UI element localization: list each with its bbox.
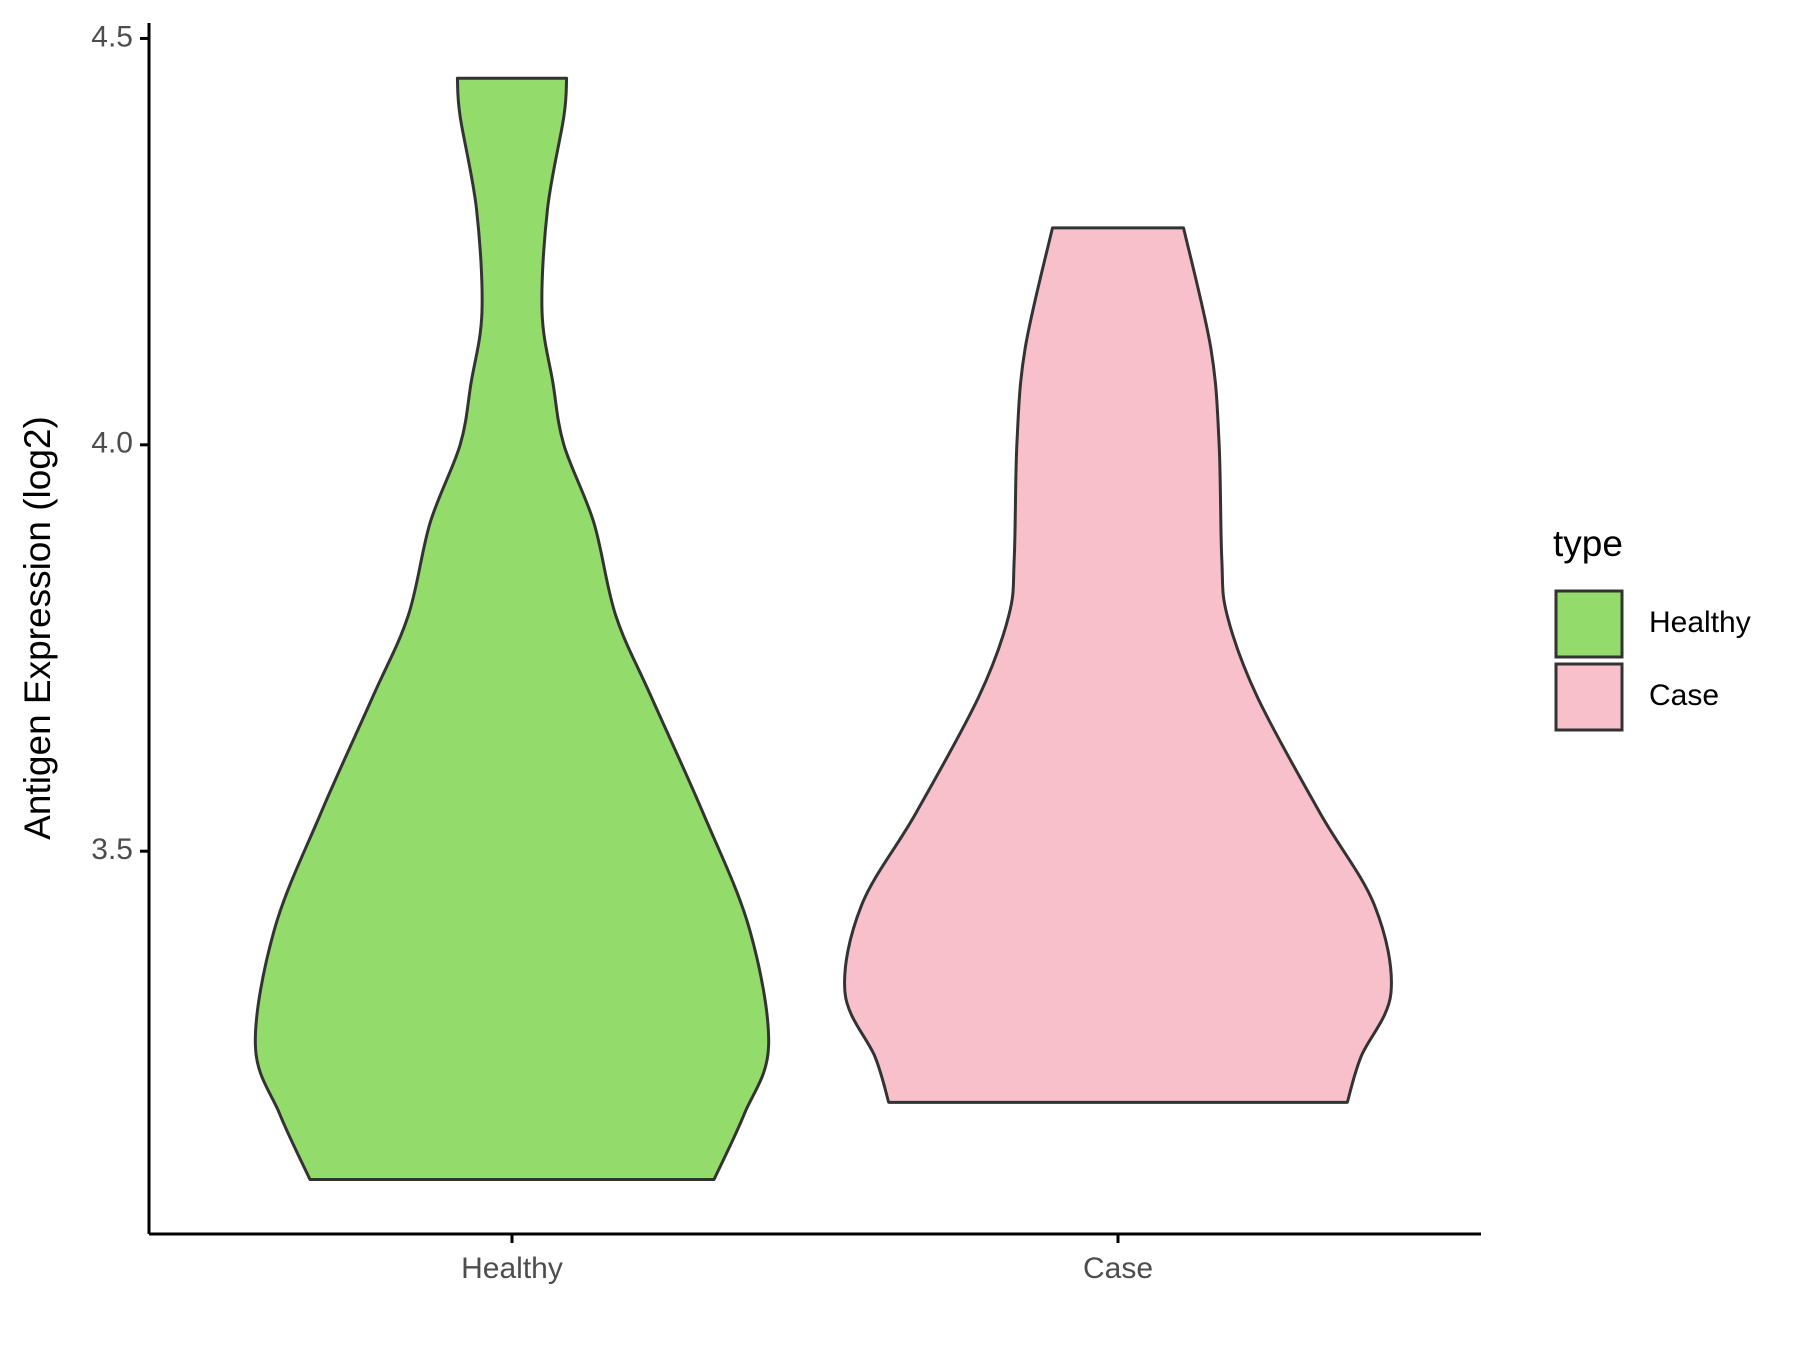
y-tick-label: 4.0 [91, 427, 133, 460]
legend-title: type [1553, 523, 1623, 564]
violin [253, 76, 771, 1182]
legend-key [1554, 662, 1624, 732]
violin [843, 226, 1393, 1104]
legend-label: Case [1649, 679, 1719, 712]
y-axis-title: Antigen Expression (log2) [17, 416, 58, 840]
y-tick-label: 4.5 [91, 20, 133, 53]
x-tick-label: Healthy [461, 1252, 563, 1285]
x-tick-label: Case [1083, 1252, 1153, 1285]
y-tick-label: 3.5 [91, 833, 133, 866]
legend-key [1554, 589, 1624, 659]
legend-label: Healthy [1649, 606, 1751, 639]
